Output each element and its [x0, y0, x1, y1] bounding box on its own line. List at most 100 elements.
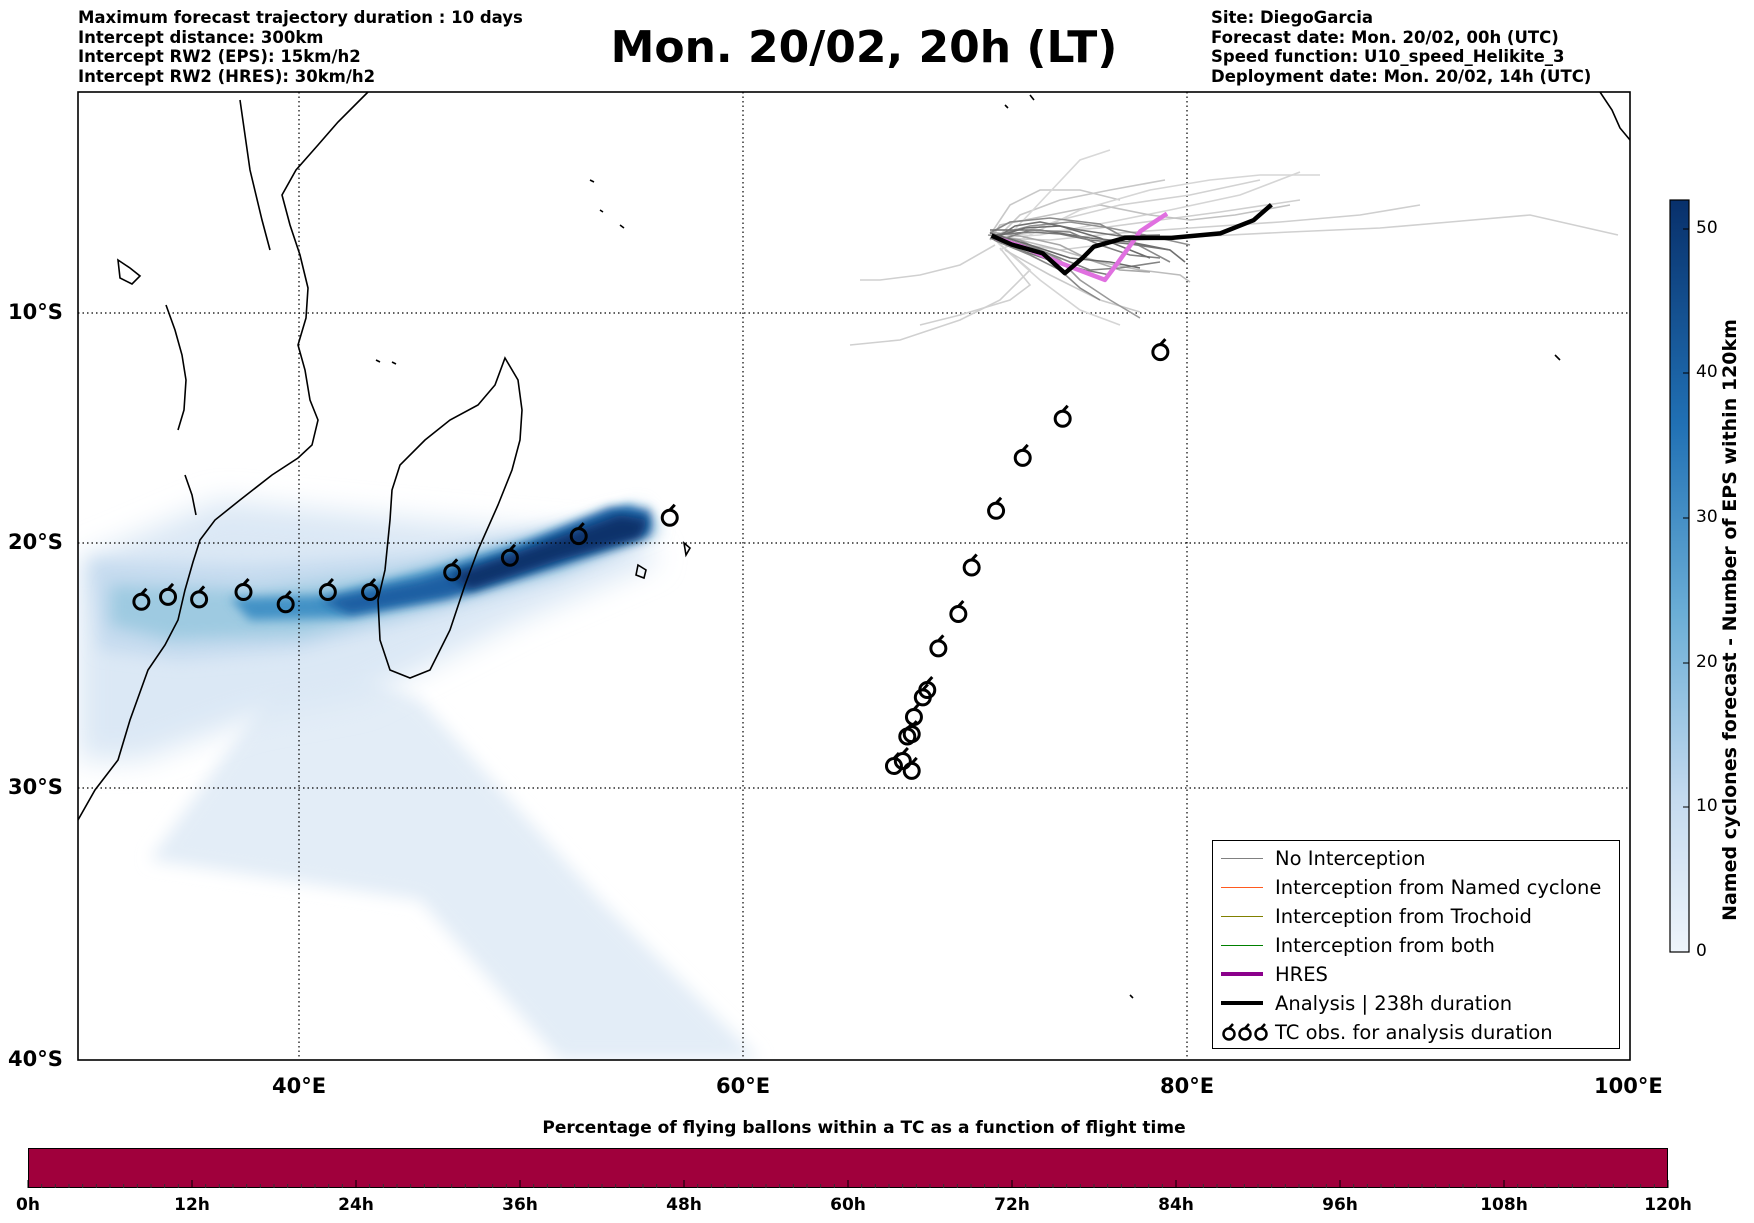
percentage-bar-tick-label: 120h — [1644, 1195, 1692, 1215]
colorbar-tick-0: 0 — [1696, 941, 1707, 961]
legend-swatch — [1221, 858, 1263, 859]
header-right-info: Site: DiegoGarcia Forecast date: Mon. 20… — [1211, 8, 1591, 86]
tc-marker — [318, 577, 337, 601]
coastlines — [78, 92, 1630, 999]
africa-coastline — [78, 92, 369, 821]
tc-marker — [159, 582, 178, 606]
deployment-date-text: Deployment date: Mon. 20/02, 14h (UTC) — [1211, 66, 1592, 86]
percentage-bar-title: Percentage of flying ballons within a TC… — [542, 1118, 1186, 1138]
percentage-bar-tick-label: 48h — [666, 1195, 702, 1215]
percentage-bar-tick-label: 84h — [1158, 1195, 1194, 1215]
intercept-hres-text: Intercept RW2 (HRES): 30km/h2 — [78, 66, 376, 86]
legend-label: Interception from Trochoid — [1275, 905, 1532, 928]
legend: No Interception Interception from Named … — [1212, 840, 1620, 1049]
tc-marker — [276, 590, 295, 614]
legend-item-hres: HRES — [1213, 961, 1619, 989]
analysis-track — [990, 203, 1273, 276]
legend-swatch — [1221, 1001, 1263, 1005]
gridlines — [78, 92, 1630, 1060]
tc-symbol-group — [1222, 1023, 1268, 1041]
lat-label-20s: 20°S — [8, 530, 63, 554]
tc-marker — [500, 543, 519, 567]
percentage-bar-tick-label: 72h — [994, 1195, 1030, 1215]
legend-item-analysis: Analysis | 238h duration — [1213, 990, 1619, 1018]
percentage-bar-tick-label: 12h — [174, 1195, 210, 1215]
lake-victoria — [117, 258, 142, 285]
tc-marker — [361, 577, 380, 601]
tc-marker — [1151, 338, 1170, 362]
lat-label-30s: 30°S — [8, 775, 63, 799]
map-frame — [77, 91, 1631, 1061]
eps-trajectories — [849, 149, 1619, 346]
mauritius-island — [682, 541, 692, 558]
speed-function-text: Speed function: U10_speed_Helikite_3 — [1211, 47, 1565, 66]
lat-label-40s: 40°S — [8, 1047, 63, 1071]
legend-item-no-interception: No Interception — [1213, 845, 1619, 873]
lake-tanganyika — [165, 304, 187, 431]
somalia-coast — [239, 99, 271, 251]
tc-marker — [913, 683, 932, 707]
percentage-bar-tick-label: 36h — [502, 1195, 538, 1215]
tc-marker — [962, 553, 981, 577]
tc-marker — [190, 585, 209, 609]
legend-label: Interception from Named cyclone — [1275, 876, 1602, 899]
max-duration-text: Maximum forecast trajectory duration : 1… — [78, 8, 523, 27]
tc-marker — [884, 751, 903, 775]
tc-marker — [1013, 443, 1032, 467]
lon-label-100e: 100°E — [1594, 1074, 1663, 1098]
madagascar-outline — [377, 356, 523, 679]
tc-marker — [929, 634, 948, 658]
legend-swatch — [1221, 945, 1263, 946]
amsterdam-dots — [1129, 994, 1134, 999]
density-colorbar — [1669, 199, 1690, 953]
intercept-distance-text: Intercept distance: 300km — [78, 27, 324, 47]
legend-item-both: Interception from both — [1213, 932, 1619, 960]
colorbar-tick-10: 10 — [1696, 796, 1718, 816]
legend-item-named-cyclone: Interception from Named cyclone — [1213, 874, 1619, 902]
legend-swatch — [1221, 972, 1263, 976]
percentage-bar-tick-label: 24h — [338, 1195, 374, 1215]
tc-marker — [660, 503, 679, 527]
sumatra-edge — [1599, 92, 1630, 141]
lon-label-60e: 60°E — [716, 1074, 771, 1098]
forecast-date-text: Forecast date: Mon. 20/02, 00h (UTC) — [1211, 27, 1559, 47]
reunion-island — [635, 563, 647, 580]
site-text: Site: DiegoGarcia — [1211, 8, 1374, 27]
tc-marker — [893, 747, 912, 771]
legend-swatch — [1221, 916, 1263, 917]
density-colorbar-ticks — [1683, 228, 1689, 953]
percentage-bar-tick-label: 96h — [1322, 1195, 1358, 1215]
percentage-bar-tick-label: 60h — [830, 1195, 866, 1215]
intercept-eps-text: Intercept RW2 (EPS): 15km/h2 — [78, 47, 361, 66]
colorbar-tick-40: 40 — [1696, 362, 1718, 382]
legend-label: Interception from both — [1275, 934, 1495, 957]
legend-item-trochoid: Interception from Trochoid — [1213, 903, 1619, 931]
lake-malawi — [184, 474, 197, 516]
tc-marker — [234, 577, 253, 601]
legend-label: HRES — [1275, 963, 1328, 986]
legend-item-tc-obs: TC obs. for analysis duration — [1213, 1019, 1619, 1047]
lat-label-10s: 10°S — [8, 300, 63, 324]
legend-label: Analysis | 238h duration — [1275, 992, 1513, 1015]
legend-swatch — [1221, 887, 1263, 888]
comoros-dots — [375, 359, 397, 365]
tc-marker — [443, 558, 462, 582]
lon-label-40e: 40°E — [272, 1074, 327, 1098]
tc-observations — [132, 338, 1170, 780]
colorbar-tick-30: 30 — [1696, 507, 1718, 527]
legend-label: TC obs. for analysis duration — [1275, 1021, 1553, 1044]
chagos-dots — [1004, 94, 1035, 109]
tc-marker — [949, 600, 968, 624]
legend-label: No Interception — [1275, 847, 1426, 870]
tc-marker — [898, 722, 917, 746]
tc-marker — [902, 756, 921, 780]
percentage-bar-tick-label: 108h — [1480, 1195, 1528, 1215]
page-title: Mon. 20/02, 20h (LT) — [610, 22, 1118, 73]
header-left-info: Maximum forecast trajectory duration : 1… — [78, 8, 523, 86]
cocos-dots — [1554, 354, 1561, 361]
tc-symbol-icon — [1221, 1019, 1268, 1050]
colorbar-tick-50: 50 — [1696, 218, 1718, 238]
tc-marker — [1053, 404, 1072, 428]
colorbar-tick-20: 20 — [1696, 652, 1718, 672]
